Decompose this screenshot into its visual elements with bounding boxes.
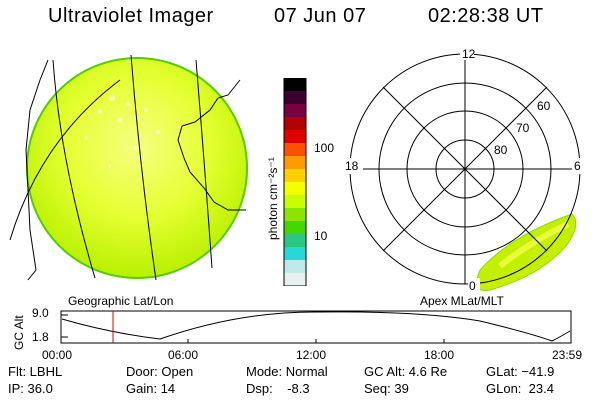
info-gcalt: GC Alt: 4.6 Re <box>364 364 448 379</box>
mlt-label-6: 6 <box>574 159 581 173</box>
mlat-label-80: 80 <box>494 143 508 157</box>
info-mode: Mode: Normal <box>246 364 328 379</box>
info-dsp: Dsp: -8.3 <box>246 381 310 396</box>
time-tick-0600: 06:00 <box>168 348 199 362</box>
colorbar-segment <box>284 182 306 196</box>
altitude-curve <box>61 311 571 342</box>
observation-date: 07 Jun 07 <box>274 5 367 27</box>
polar-plot: 12 18 6 0 60 70 80 <box>343 46 586 294</box>
time-tick-1200: 12:00 <box>296 348 327 362</box>
colorbar-segment <box>284 117 306 131</box>
mlt-spokes <box>350 54 580 284</box>
info-flt: Flt: LBHL <box>8 364 63 379</box>
time-tick-1800: 18:00 <box>424 348 455 362</box>
time-tick-2359: 23:59 <box>552 348 583 362</box>
colorbar-segment <box>284 195 306 209</box>
meridian-lines <box>9 54 213 281</box>
mlat-label-60: 60 <box>537 99 551 113</box>
time-tick-0000: 00:00 <box>42 348 73 362</box>
colorbar-tick-100: 100 <box>314 141 335 155</box>
colorbar-segment <box>284 91 306 105</box>
colorbar-label: photon cm⁻²s⁻¹ <box>266 157 280 240</box>
colorbar-frame <box>283 78 307 286</box>
colorbar-segment <box>284 221 306 235</box>
colorbar-segment <box>284 247 306 261</box>
disk-speckle <box>84 95 160 168</box>
apex-caption: Apex MLat/MLT <box>420 294 504 308</box>
alt-tick-9: 9.0 <box>32 306 49 320</box>
colorbar-tick-10: 10 <box>314 229 328 243</box>
mlt-label-12: 12 <box>462 47 476 61</box>
info-glon: GLon: 23.4 <box>486 381 554 396</box>
earth-disk <box>26 57 248 279</box>
altitude-plot <box>60 310 572 344</box>
colorbar-segment <box>284 156 306 170</box>
altitude-frame <box>60 310 572 344</box>
alt-label-alt: Alt <box>12 315 26 330</box>
colorbar-segment <box>284 273 306 286</box>
info-door: Door: Open <box>126 364 194 379</box>
info-gain: Gain: 14 <box>126 381 176 396</box>
colorbar-segment <box>284 143 306 157</box>
info-seq: Seq: 39 <box>364 381 409 396</box>
colorbar-segment <box>284 169 306 183</box>
auroral-oval <box>476 213 577 292</box>
info-glat: GLat: −41.9 <box>486 364 555 379</box>
alt-axis-label: GC Alt <box>12 315 26 350</box>
colorbar <box>283 78 307 286</box>
observation-time: 02:28:38 UT <box>428 5 544 27</box>
colorbar-segment <box>284 130 306 144</box>
colorbar-segment <box>284 104 306 118</box>
colorbar-segment <box>284 234 306 248</box>
coastline-west <box>25 59 49 281</box>
alt-label-gc: GC <box>12 332 26 350</box>
info-ip: IP: 36.0 <box>8 381 53 396</box>
coastline <box>177 79 246 211</box>
colorbar-segment <box>284 260 306 274</box>
mlt-label-0: 0 <box>469 279 476 293</box>
alt-tick-1-8: 1.8 <box>32 330 49 344</box>
mlt-label-18: 18 <box>345 159 359 173</box>
colorbar-segment <box>284 78 306 92</box>
geographic-image <box>9 54 248 281</box>
mlat-label-70: 70 <box>516 121 530 135</box>
geographic-caption: Geographic Lat/Lon <box>68 294 174 308</box>
colorbar-segment <box>284 208 306 222</box>
instrument-title: Ultraviolet Imager <box>48 5 214 27</box>
